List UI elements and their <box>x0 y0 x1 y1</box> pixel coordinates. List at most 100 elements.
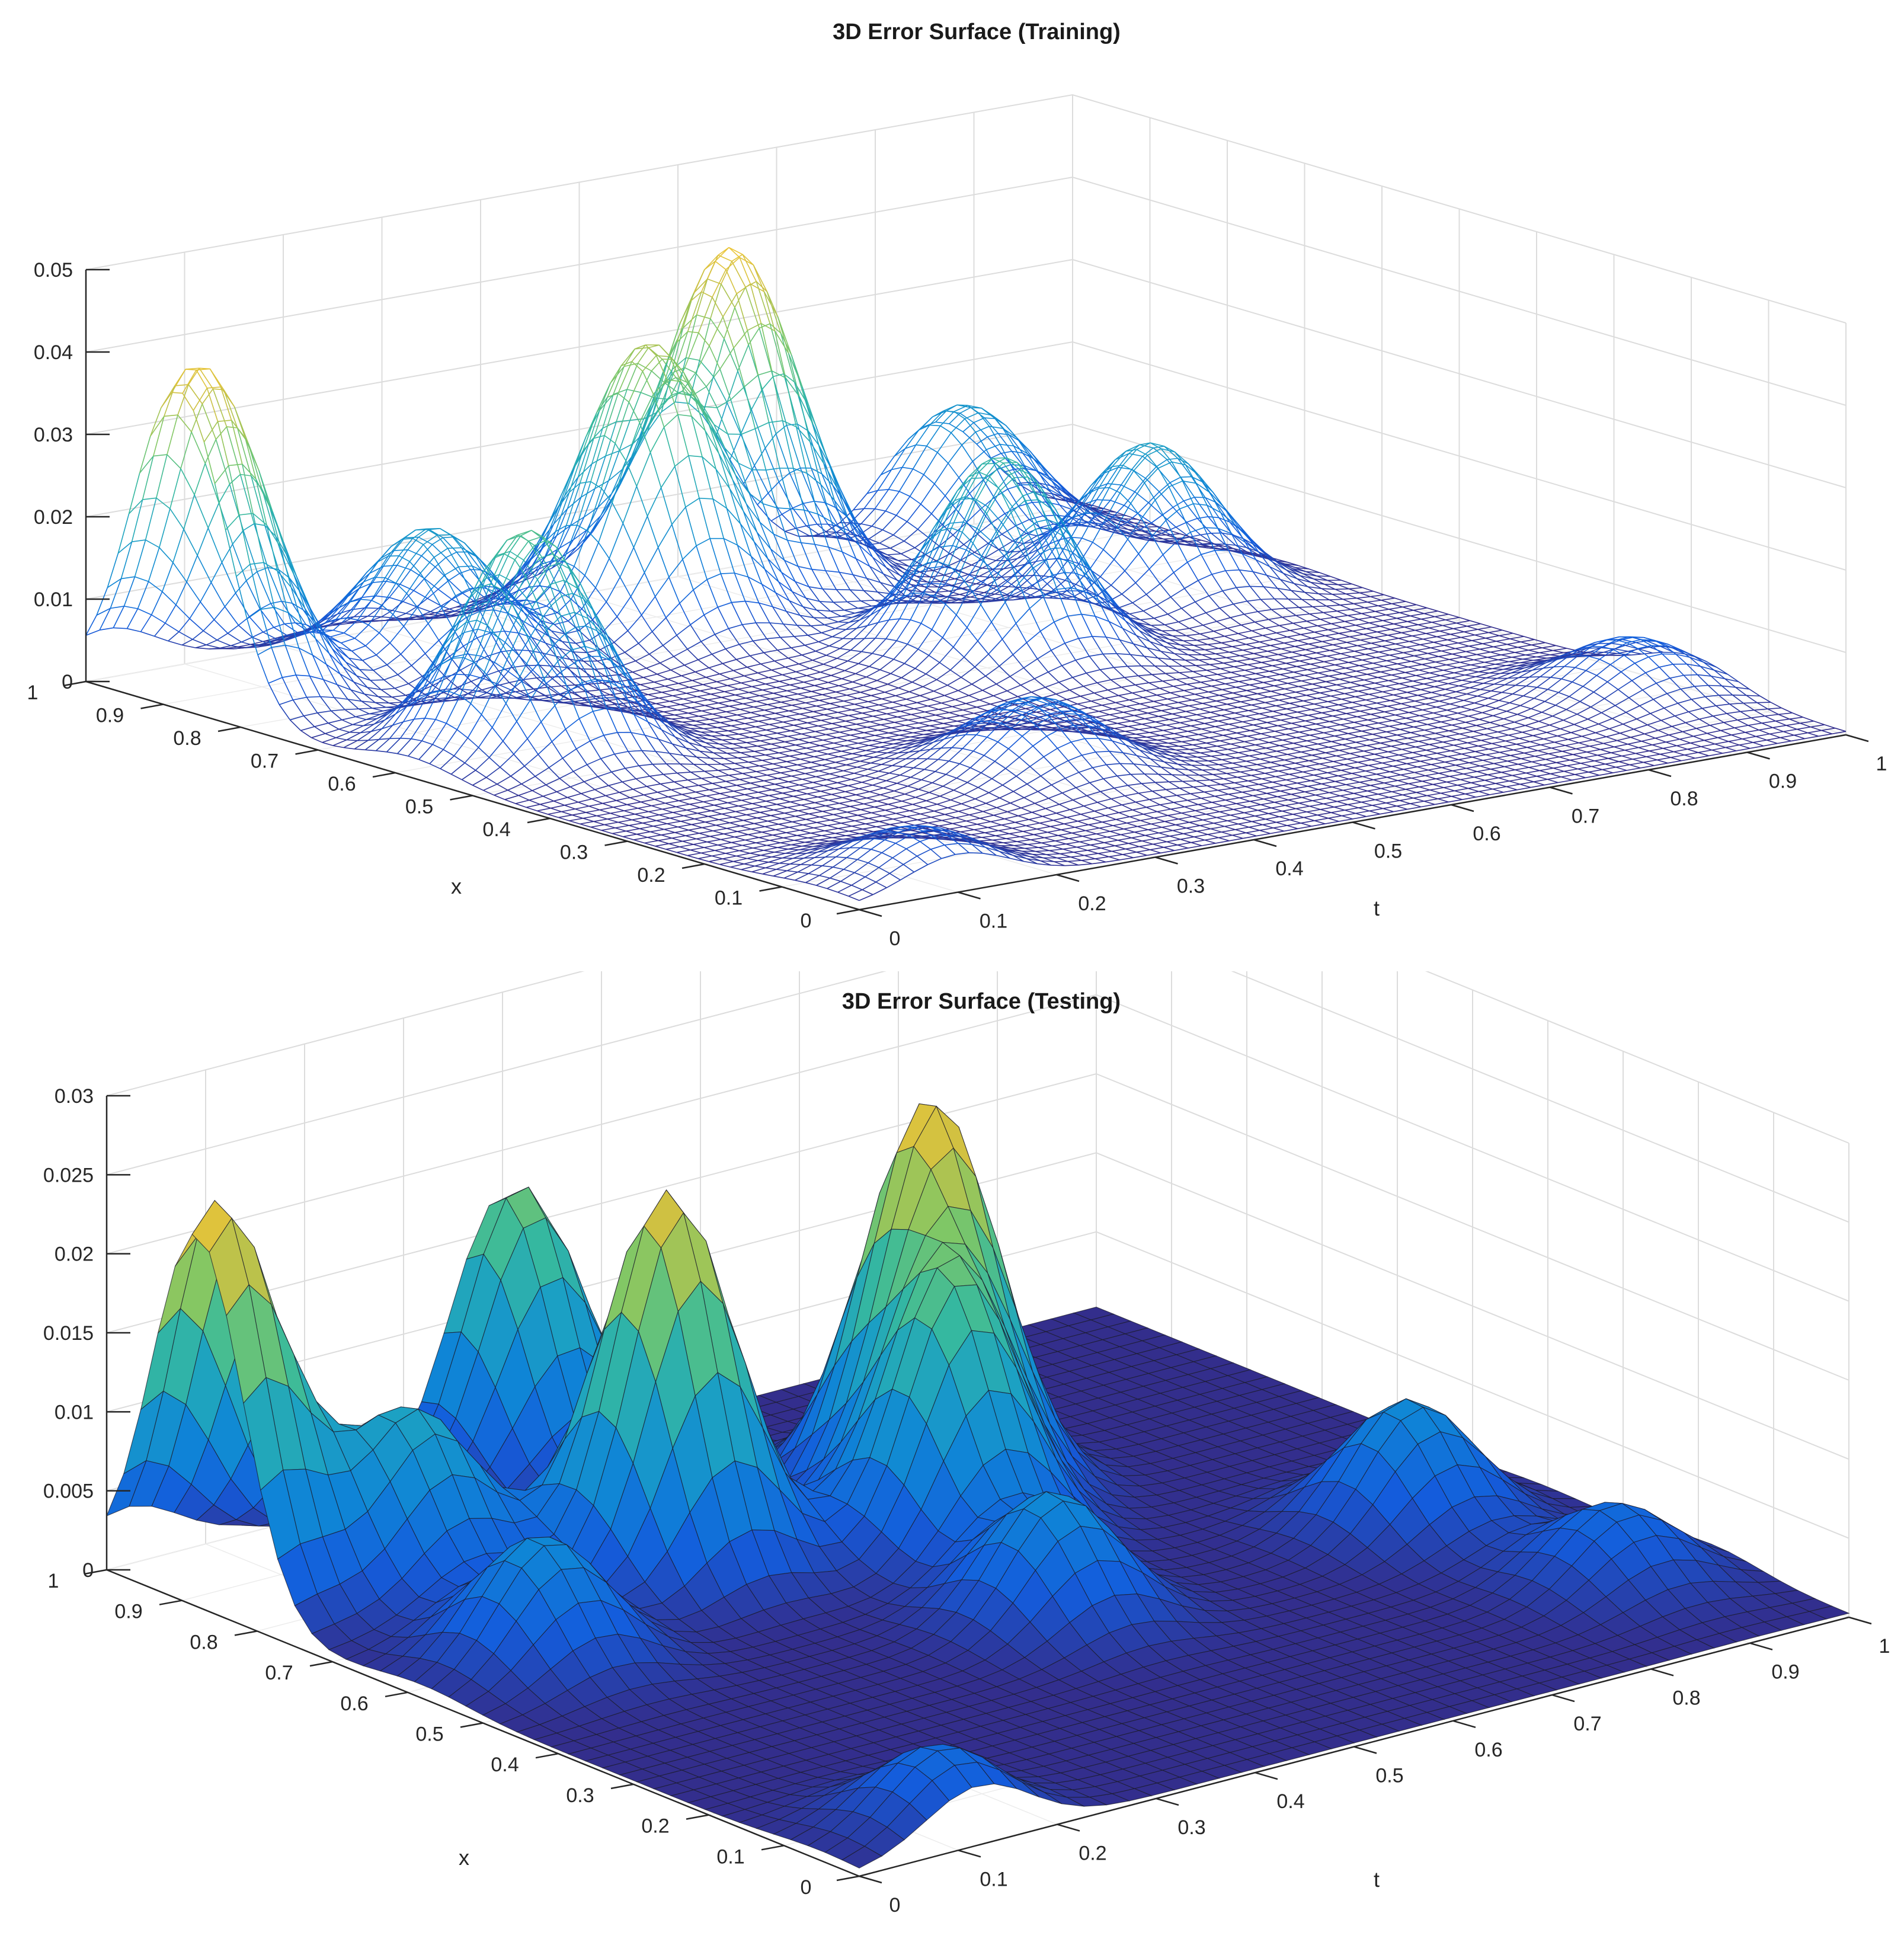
mesh-line <box>1136 755 1151 760</box>
mesh-line <box>746 740 761 743</box>
mesh-line <box>725 734 739 736</box>
mesh-line <box>1577 646 1592 657</box>
mesh-line <box>593 396 608 439</box>
mesh-line <box>1438 653 1452 657</box>
mesh-line <box>411 653 426 666</box>
mesh-line <box>676 624 691 636</box>
mesh-line <box>847 809 861 813</box>
mesh-line <box>748 492 763 504</box>
mesh-line <box>1615 697 1630 706</box>
mesh-line <box>857 812 872 816</box>
mesh-line <box>858 545 873 558</box>
mesh-line <box>1410 613 1425 617</box>
mesh-line <box>1553 648 1567 651</box>
mesh-line <box>1087 473 1102 495</box>
mesh-line <box>863 490 878 509</box>
mesh-line <box>1113 539 1128 560</box>
mesh-line <box>481 685 496 690</box>
mesh-line <box>570 781 584 788</box>
mesh-line <box>1241 673 1256 677</box>
mesh-line <box>1241 815 1255 819</box>
mesh-line <box>225 514 240 530</box>
mesh-line <box>818 723 832 727</box>
mesh-line <box>1684 674 1698 676</box>
mesh-line <box>1753 708 1768 711</box>
mesh-line <box>919 720 933 724</box>
mesh-line <box>732 698 746 701</box>
mesh-line <box>1307 667 1321 670</box>
mesh-line <box>1339 631 1353 634</box>
mesh-line <box>182 369 197 394</box>
mesh-line <box>651 802 665 807</box>
mesh-line <box>1536 654 1550 658</box>
mesh-line <box>871 810 885 814</box>
mesh-line <box>731 767 746 770</box>
mesh-line <box>1412 750 1427 753</box>
mesh-line <box>1247 662 1262 666</box>
mesh-line <box>408 676 423 684</box>
mesh-line <box>700 634 715 642</box>
mesh-line <box>690 728 704 730</box>
mesh-line <box>1132 690 1146 694</box>
mesh-line <box>1092 517 1107 543</box>
mesh-line <box>904 529 919 542</box>
mesh-line <box>860 688 875 693</box>
mesh-line <box>716 796 731 800</box>
mesh-line <box>1119 470 1134 493</box>
mesh-line <box>500 559 516 590</box>
mesh-line <box>1599 649 1614 660</box>
mesh-line <box>977 722 991 725</box>
mesh-line <box>1034 671 1049 680</box>
mesh-line <box>1525 652 1540 655</box>
mesh-line <box>504 795 519 800</box>
mesh-line <box>1422 661 1436 666</box>
mesh-line <box>831 721 846 724</box>
mesh-line <box>368 605 383 625</box>
mesh-line <box>765 681 780 684</box>
mesh-line <box>866 578 881 583</box>
mesh-line <box>775 781 789 785</box>
mesh-line <box>1207 715 1221 719</box>
mesh-line <box>1396 757 1410 762</box>
mesh-line <box>1326 679 1340 683</box>
mesh-line <box>817 523 831 536</box>
mesh-line <box>841 820 855 824</box>
mesh-line <box>1344 690 1359 695</box>
mesh-line <box>1150 641 1164 647</box>
mesh-line <box>1107 483 1121 486</box>
mesh-line <box>889 705 904 709</box>
mesh-line <box>1423 610 1438 615</box>
mesh-line <box>830 869 844 879</box>
mesh-line <box>1300 775 1314 778</box>
mesh-line <box>1242 789 1256 793</box>
mesh-line <box>677 772 691 774</box>
mesh-line <box>931 814 945 818</box>
mesh-line <box>404 696 418 704</box>
mesh-line <box>839 729 854 733</box>
mesh-line <box>1471 638 1486 641</box>
mesh-line <box>1340 651 1355 654</box>
mesh-line <box>399 719 415 739</box>
mesh-line <box>712 498 727 509</box>
mesh-line <box>421 555 436 568</box>
mesh-line <box>1135 682 1149 686</box>
mesh-line <box>533 686 548 690</box>
mesh-line <box>1496 755 1511 759</box>
mesh-line <box>1202 817 1217 821</box>
mesh-line <box>975 792 990 799</box>
mesh-line <box>1033 831 1048 836</box>
mesh-line <box>803 852 818 859</box>
mesh-line <box>665 383 680 394</box>
mesh-line <box>932 718 947 721</box>
mesh-line <box>906 504 921 522</box>
mesh-line <box>1493 760 1508 764</box>
mesh-line <box>927 747 942 760</box>
mesh-line <box>780 332 795 382</box>
mesh-line <box>364 607 379 609</box>
mesh-line <box>677 707 692 711</box>
mesh-line <box>1364 677 1378 681</box>
mesh-line <box>616 797 631 801</box>
mesh-line <box>744 721 759 724</box>
mesh-line <box>1158 713 1173 717</box>
mesh-line <box>820 788 835 792</box>
